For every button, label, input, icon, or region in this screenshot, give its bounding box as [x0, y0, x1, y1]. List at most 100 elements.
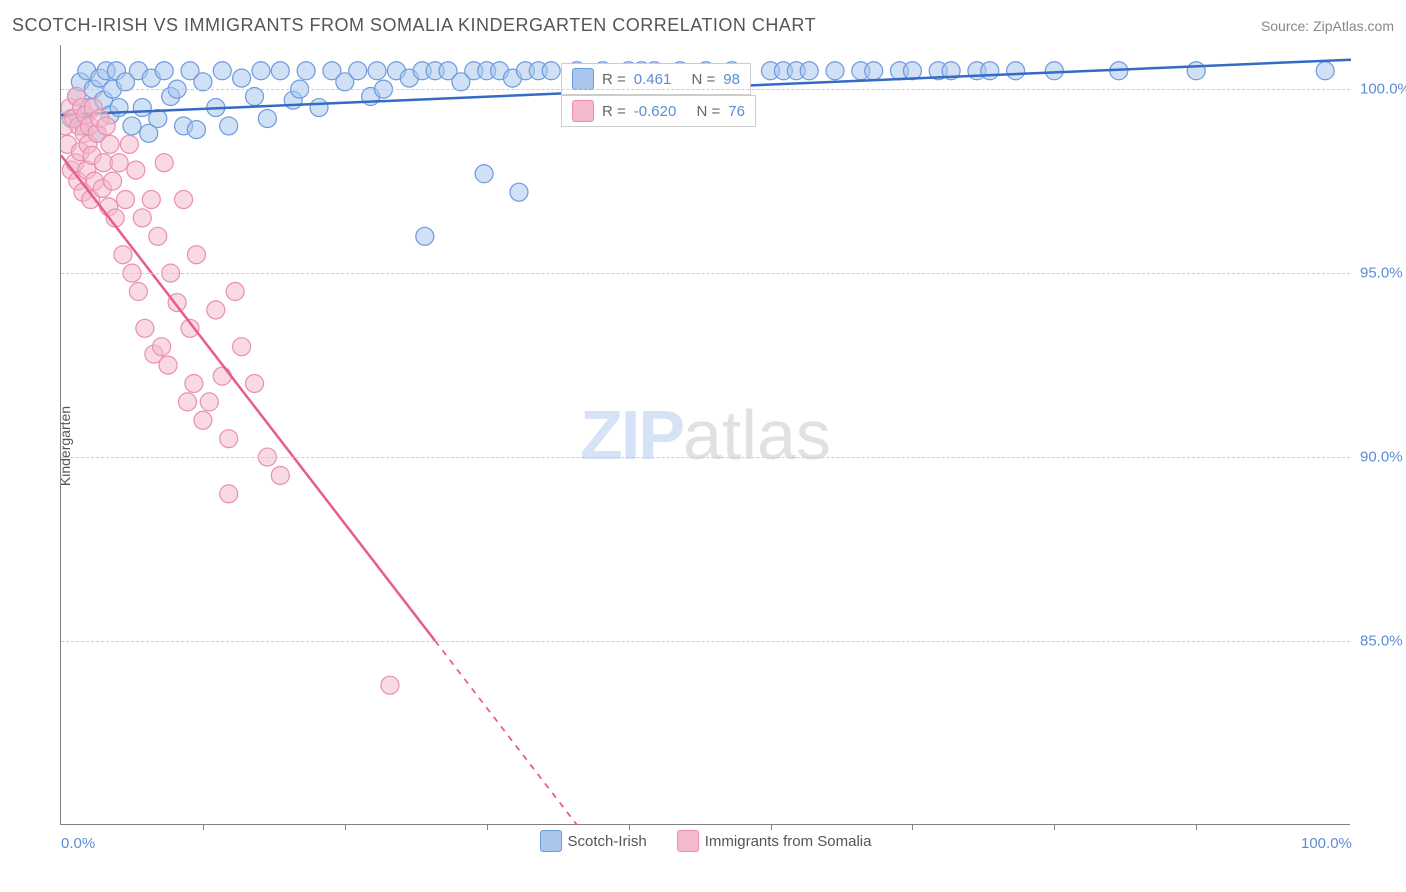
x-tick	[487, 824, 488, 830]
n-value-0: 98	[723, 71, 740, 88]
chart-header: SCOTCH-IRISH VS IMMIGRANTS FROM SOMALIA …	[12, 15, 1394, 36]
legend-label-0: Scotch-Irish	[568, 833, 647, 850]
data-point	[207, 301, 225, 319]
x-tick-label: 100.0%	[1301, 835, 1352, 852]
data-point	[1187, 62, 1205, 80]
n-label: N =	[696, 103, 720, 120]
n-value-1: 76	[728, 103, 745, 120]
data-point	[117, 191, 135, 209]
chart-source: Source: ZipAtlas.com	[1261, 18, 1394, 34]
stats-legend-series-1: R = -0.620 N = 76	[561, 95, 756, 127]
data-point	[142, 191, 160, 209]
data-point	[97, 117, 115, 135]
chart-title: SCOTCH-IRISH VS IMMIGRANTS FROM SOMALIA …	[12, 15, 816, 36]
data-point	[133, 99, 151, 117]
x-tick	[1196, 824, 1197, 830]
data-point	[381, 676, 399, 694]
data-point	[194, 73, 212, 91]
data-point	[1045, 62, 1063, 80]
data-point	[114, 246, 132, 264]
data-point	[510, 183, 528, 201]
data-point	[233, 338, 251, 356]
data-point	[194, 411, 212, 429]
data-point	[258, 110, 276, 128]
data-point	[220, 430, 238, 448]
data-point	[368, 62, 386, 80]
r-value-0: 0.461	[634, 71, 672, 88]
series-legend: Scotch-Irish Immigrants from Somalia	[540, 830, 872, 852]
data-point	[110, 154, 128, 172]
chart-plot-area: ZIPatlas R = 0.461 N = 98 R = -0.620 N =…	[60, 45, 1350, 825]
data-point	[213, 367, 231, 385]
data-point	[213, 62, 231, 80]
data-point	[175, 191, 193, 209]
data-point	[101, 135, 119, 153]
data-point	[865, 62, 883, 80]
data-point	[220, 117, 238, 135]
data-point	[178, 393, 196, 411]
data-point	[226, 283, 244, 301]
data-point	[129, 283, 147, 301]
data-point	[800, 62, 818, 80]
y-tick-label: 90.0%	[1360, 449, 1406, 466]
trend-line-solid	[61, 155, 435, 640]
data-point	[475, 165, 493, 183]
data-point	[1316, 62, 1334, 80]
data-point	[220, 485, 238, 503]
data-point	[200, 393, 218, 411]
data-point	[252, 62, 270, 80]
data-point	[1007, 62, 1025, 80]
stats-legend-series-0: R = 0.461 N = 98	[561, 63, 751, 95]
legend-swatch-0	[572, 68, 594, 90]
data-point	[271, 62, 289, 80]
legend-item-1: Immigrants from Somalia	[677, 830, 872, 852]
scatter-plot-svg	[61, 45, 1351, 825]
data-point	[104, 172, 122, 190]
data-point	[349, 62, 367, 80]
gridline-h	[61, 89, 1350, 90]
data-point	[246, 88, 264, 106]
data-point	[155, 62, 173, 80]
data-point	[310, 99, 328, 117]
data-point	[187, 121, 205, 139]
y-tick-label: 95.0%	[1360, 265, 1406, 282]
data-point	[127, 161, 145, 179]
n-label: N =	[691, 71, 715, 88]
data-point	[233, 69, 251, 87]
legend-swatch-bottom-0	[540, 830, 562, 852]
x-tick	[629, 824, 630, 830]
data-point	[297, 62, 315, 80]
data-point	[826, 62, 844, 80]
data-point	[120, 135, 138, 153]
data-point	[246, 374, 264, 392]
gridline-h	[61, 457, 1350, 458]
r-label: R =	[602, 71, 626, 88]
data-point	[159, 356, 177, 374]
legend-swatch-1	[572, 100, 594, 122]
x-tick	[912, 824, 913, 830]
gridline-h	[61, 641, 1350, 642]
data-point	[542, 62, 560, 80]
data-point	[153, 338, 171, 356]
r-label: R =	[602, 103, 626, 120]
trend-line-dashed	[435, 641, 577, 825]
legend-item-0: Scotch-Irish	[540, 830, 647, 852]
x-tick-label: 0.0%	[61, 835, 95, 852]
data-point	[271, 466, 289, 484]
x-tick	[771, 824, 772, 830]
data-point	[185, 374, 203, 392]
legend-swatch-bottom-1	[677, 830, 699, 852]
data-point	[149, 227, 167, 245]
x-tick	[345, 824, 346, 830]
r-value-1: -0.620	[634, 103, 677, 120]
data-point	[155, 154, 173, 172]
data-point	[187, 246, 205, 264]
x-tick	[1054, 824, 1055, 830]
gridline-h	[61, 273, 1350, 274]
data-point	[981, 62, 999, 80]
data-point	[123, 117, 141, 135]
data-point	[416, 227, 434, 245]
y-tick-label: 85.0%	[1360, 633, 1406, 650]
legend-label-1: Immigrants from Somalia	[705, 833, 872, 850]
data-point	[133, 209, 151, 227]
